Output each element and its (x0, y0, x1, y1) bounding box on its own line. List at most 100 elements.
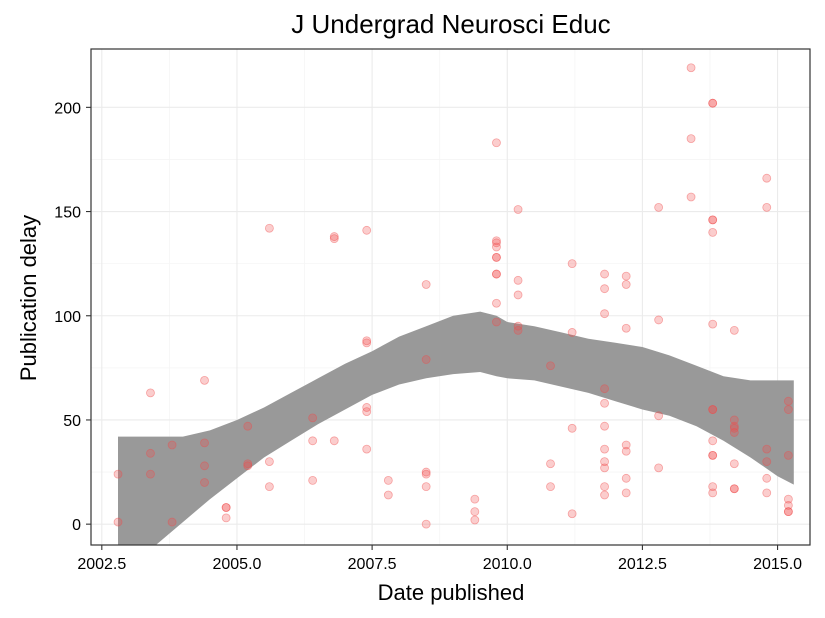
data-point (600, 309, 609, 319)
data-point (383, 475, 393, 485)
y-tick-label: 0 (72, 517, 81, 534)
data-point (200, 461, 209, 471)
data-point (654, 411, 664, 421)
data-point (383, 490, 393, 500)
data-point (783, 507, 793, 517)
data-point (470, 494, 480, 504)
data-point (546, 459, 555, 469)
data-point (421, 280, 431, 289)
data-point (621, 271, 631, 281)
data-point (686, 63, 696, 73)
data-point (567, 423, 577, 433)
data-point (362, 444, 372, 454)
data-point (421, 467, 431, 477)
data-point (113, 469, 123, 479)
data-point (308, 436, 318, 446)
data-point (783, 507, 793, 517)
data-point (146, 448, 155, 458)
data-point (492, 317, 501, 327)
data-point (621, 440, 631, 450)
data-point (146, 469, 155, 479)
confidence-band (118, 311, 794, 545)
data-point (762, 473, 772, 483)
data-point (492, 269, 501, 279)
data-point (492, 242, 501, 252)
data-point (567, 509, 577, 519)
data-point (686, 134, 696, 144)
data-point (729, 415, 739, 425)
data-point (708, 215, 718, 225)
data-point (470, 515, 480, 525)
x-tick-label: 2010.0 (483, 556, 532, 573)
data-point (492, 253, 501, 262)
data-point (600, 398, 609, 408)
data-point (708, 405, 718, 414)
smooth-band (118, 311, 794, 545)
data-point (567, 328, 577, 337)
data-point (492, 269, 501, 279)
data-point (762, 173, 772, 183)
data-point (362, 336, 372, 346)
data-point (329, 234, 339, 244)
data-point (492, 253, 501, 262)
data-point (308, 475, 318, 485)
y-axis-title: Publication delay (16, 215, 41, 381)
data-point (600, 463, 609, 473)
data-point (200, 375, 209, 385)
data-point (600, 490, 609, 500)
scatter-points (113, 63, 793, 529)
data-point (729, 421, 739, 431)
data-point (783, 405, 793, 414)
data-point (264, 457, 274, 467)
data-point (762, 444, 772, 454)
data-point (567, 259, 577, 269)
data-point (243, 421, 253, 431)
data-point (421, 355, 431, 364)
data-point (600, 444, 609, 454)
data-point (492, 238, 501, 248)
data-point (113, 517, 123, 527)
data-point (329, 232, 339, 241)
x-tick-label: 2005.0 (212, 556, 261, 573)
data-point (783, 396, 793, 406)
data-point (708, 450, 718, 460)
data-point (783, 494, 793, 504)
y-tick-label: 50 (63, 413, 81, 430)
data-point (264, 223, 274, 233)
x-axis-title: Date published (378, 580, 525, 605)
data-point (600, 284, 609, 294)
data-point (421, 469, 431, 479)
data-point (600, 384, 609, 394)
data-point (783, 501, 793, 510)
data-point (654, 315, 664, 325)
y-tick-label: 200 (54, 100, 81, 117)
data-point (783, 450, 793, 460)
data-point (762, 202, 772, 212)
data-point (513, 275, 523, 285)
data-point (421, 519, 431, 529)
data-point (546, 361, 555, 371)
x-tick-label: 2007.5 (348, 556, 397, 573)
data-point (729, 428, 739, 437)
data-point (621, 323, 631, 333)
data-point (167, 440, 177, 450)
data-point (513, 325, 523, 335)
data-point (308, 413, 318, 423)
data-point (200, 438, 209, 448)
y-tick-label: 150 (54, 205, 81, 222)
y-axis: 0 50 100 150 200 (54, 100, 91, 534)
x-tick-label: 2012.5 (618, 556, 667, 573)
data-point (200, 478, 209, 487)
data-point (600, 457, 609, 467)
data-point (513, 321, 523, 331)
x-axis: 2002.5 2005.0 2007.5 2010.0 2012.5 2015.0 (77, 545, 802, 573)
data-point (708, 405, 718, 414)
y-tick-label: 100 (54, 309, 81, 326)
data-point (243, 459, 253, 469)
data-point (708, 227, 718, 237)
data-point (708, 488, 718, 498)
data-point (362, 338, 372, 348)
plot-panel (90, 48, 811, 546)
x-tick-label: 2002.5 (77, 556, 126, 573)
